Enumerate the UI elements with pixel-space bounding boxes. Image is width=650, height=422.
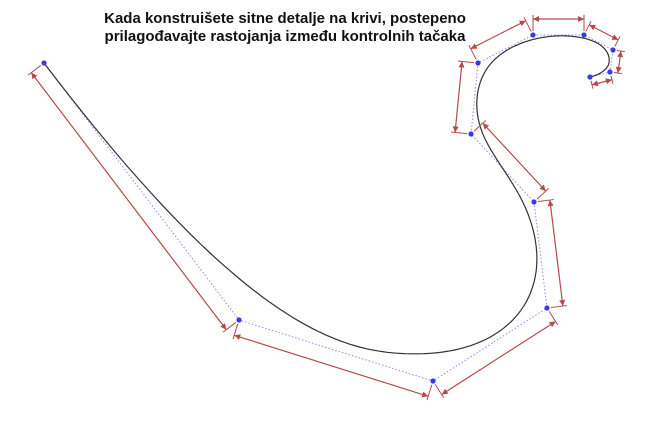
dimension-arrow (585, 21, 621, 47)
extension-line (550, 305, 567, 309)
dimension-arrow (451, 60, 475, 135)
extension-line (616, 50, 625, 53)
dimension-line (482, 122, 547, 192)
extension-line (473, 120, 487, 132)
dimension-line (234, 334, 429, 398)
control-point (236, 317, 242, 323)
extension-line (426, 384, 433, 401)
dimension-line (547, 199, 566, 307)
dimension-line (615, 50, 624, 74)
extension-line (451, 131, 468, 135)
dimension-line (30, 72, 227, 331)
control-point (475, 60, 481, 66)
extension-line (458, 60, 475, 64)
caption: Kada konstruišete sitne detalje na krivi… (45, 10, 525, 46)
extension-line (548, 311, 559, 326)
extension-line (232, 323, 239, 340)
control-point (531, 199, 537, 205)
dimension-arrow (613, 50, 625, 75)
control-polygon (43, 34, 614, 382)
dimension-arrow (434, 311, 559, 399)
control-point (41, 60, 47, 66)
control-point (530, 32, 536, 38)
extension-line (222, 322, 237, 333)
control-point (430, 378, 436, 384)
control-point (468, 131, 474, 137)
extension-line (468, 44, 477, 60)
extension-line (27, 65, 42, 76)
dimension-line (470, 20, 527, 50)
dimension-line (588, 24, 619, 41)
extension-line (585, 21, 592, 32)
caption-line-2: prilagođavajte rastojanja između kontrol… (104, 28, 466, 45)
dimension-arrow (590, 75, 614, 89)
extension-line (614, 36, 621, 47)
control-point (587, 74, 593, 80)
caption-line-1: Kada konstruišete sitne detalje na krivi… (104, 10, 466, 27)
bspline-curve (43, 35, 610, 355)
control-point (581, 32, 587, 38)
control-point (544, 305, 550, 311)
dimension-arrow (468, 16, 532, 60)
dimension-arrow (232, 323, 433, 401)
control-point (610, 47, 616, 53)
extension-line (434, 384, 445, 399)
control-point (607, 69, 613, 75)
extension-line (536, 188, 550, 200)
dimension-arrow (473, 120, 550, 200)
dimension-line (452, 61, 465, 133)
extension-line (537, 199, 554, 203)
dimension-line (441, 320, 556, 395)
dimension-arrow (27, 65, 237, 333)
dimension-arrow (537, 199, 567, 309)
dimension-line (591, 78, 613, 87)
dimension-arrow (532, 15, 585, 31)
extension-line (523, 16, 532, 32)
